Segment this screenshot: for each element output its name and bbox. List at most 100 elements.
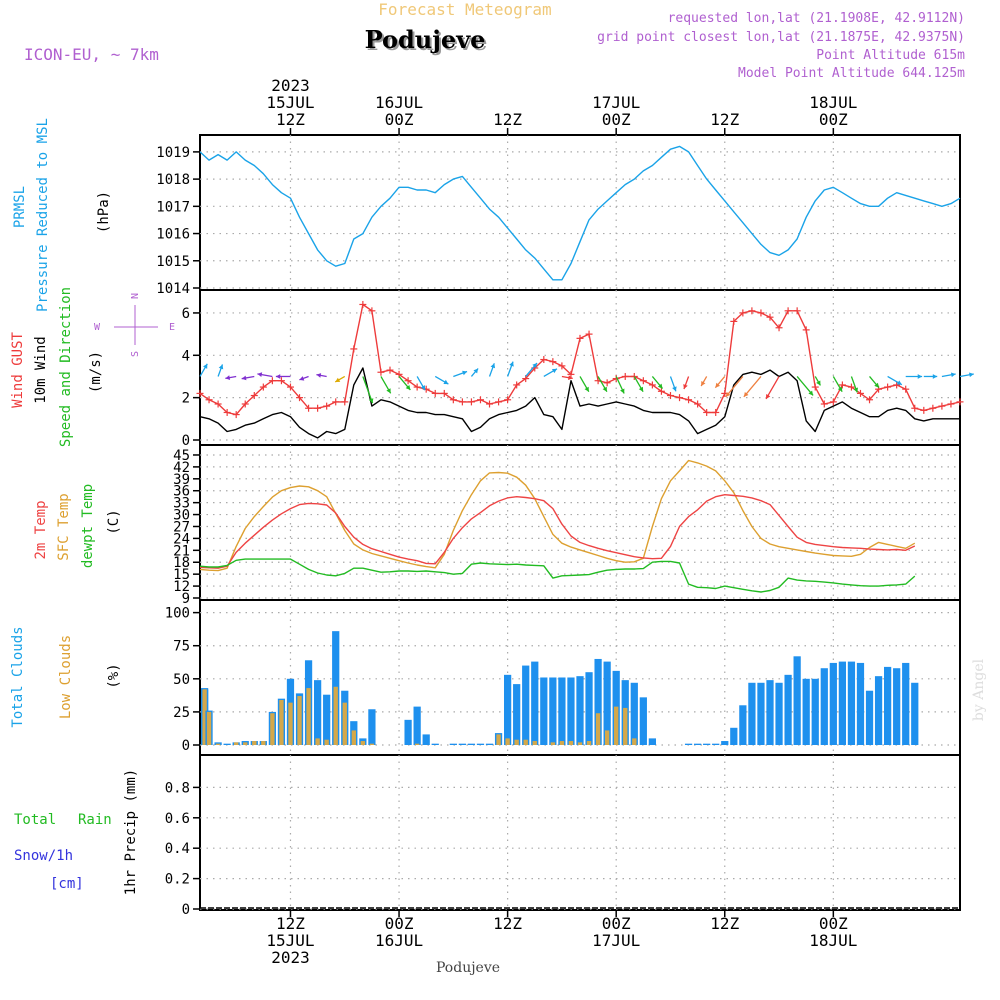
total-cloud-bar-62 <box>748 682 756 745</box>
wind-arrow-26 <box>669 376 677 392</box>
gust-marker-26 <box>431 389 439 397</box>
gust-marker-17 <box>350 345 358 353</box>
clouds-ytick-label-3: 75 <box>173 639 190 655</box>
total-cloud-bar-15 <box>323 694 331 745</box>
wind-arrow-head-5 <box>275 374 281 379</box>
wind-arrow-head-8 <box>335 377 341 382</box>
gust-marker-63 <box>766 313 774 321</box>
pressure-reduced-label: Pressure Reduced to MSL <box>35 118 51 312</box>
gust-marker-42 <box>576 334 584 342</box>
gust-marker-7 <box>259 383 267 391</box>
wind-arrow-9 <box>362 376 374 404</box>
total-cloud-bar-38 <box>531 661 539 745</box>
total-cloud-bar-41 <box>558 677 566 745</box>
low-cloud-bar-7 <box>252 741 257 745</box>
top-xtick-label-0-2: 12Z <box>276 110 305 129</box>
top-xtick-label-0-0: 2023 <box>271 76 310 95</box>
low-cloud-bar-16 <box>333 686 338 745</box>
total-cloud-bar-14 <box>314 680 322 745</box>
compass-east: E <box>169 322 175 333</box>
top-xtick-label-1-1: 00Z <box>385 110 414 129</box>
gust-marker-16 <box>341 398 349 406</box>
total-cloud-bar-45 <box>594 658 602 745</box>
gust-marker-53 <box>676 394 684 402</box>
total-cloud-bar-37 <box>522 665 530 745</box>
temp-ytick-label-5: 24 <box>173 531 190 547</box>
wind-arrow-head-21 <box>584 386 589 392</box>
total-cloud-bar-77 <box>884 666 892 745</box>
low-cloud-bar-42 <box>568 741 574 745</box>
prmsl-label: PRMSL <box>12 186 28 228</box>
wind-arrow-head-14 <box>462 370 468 376</box>
compass-west: W <box>94 322 101 333</box>
gust-marker-2 <box>214 400 222 408</box>
gust-marker-82 <box>938 402 946 410</box>
wind-arrow-head-20 <box>568 375 573 380</box>
wind-arrow-13 <box>434 375 449 385</box>
gust-marker-47 <box>621 372 629 380</box>
low-cloud-bar-44 <box>586 741 592 745</box>
gust-marker-35 <box>513 381 521 389</box>
gust-marker-56 <box>703 408 711 416</box>
precip-ytick-label-1: 0.2 <box>165 872 190 888</box>
wind-arrow-6 <box>299 375 309 381</box>
total-cloud-bar-67 <box>793 656 801 745</box>
total-cloud-bar-31 <box>467 743 476 745</box>
total-cloud-bar-80 <box>911 682 919 745</box>
gust-marker-15 <box>332 398 340 406</box>
wind-arrow-18 <box>525 362 538 377</box>
bottom-xtick-label-3-0: 00Z <box>602 914 631 933</box>
gust-marker-24 <box>413 383 421 391</box>
total-cloud-bar-25 <box>413 706 421 745</box>
temp-ytick-label-12: 45 <box>173 448 190 464</box>
total-cloud-bar-20 <box>368 709 376 745</box>
gust-marker-1 <box>205 396 213 404</box>
requested-point: requested lon,lat (21.1908E, 42.9112N) <box>668 11 965 26</box>
wind-ytick-label-1: 2 <box>182 391 190 407</box>
wind-arrow-head-26 <box>672 386 677 392</box>
precip-ytick-label-0: 0 <box>182 902 190 918</box>
wind-arrow-16 <box>488 363 496 377</box>
wind-arrow-shaft-30 <box>725 376 744 398</box>
temp-ytick-label-6: 27 <box>173 519 190 535</box>
gust-marker-12 <box>305 404 313 412</box>
bottom-xtick-label-5-1: 18JUL <box>809 931 857 950</box>
gust-marker-8 <box>268 377 276 385</box>
compass-south: S <box>130 351 141 357</box>
wind-arrow-head-13 <box>443 379 449 385</box>
gust-marker-57 <box>712 408 720 416</box>
temp-ytick-label-2: 15 <box>173 567 190 583</box>
wind-arrow-head-28 <box>701 380 706 386</box>
station-title-main: Podujeve <box>365 25 486 54</box>
wind-arrow-head-17 <box>509 361 514 367</box>
gust-marker-39 <box>549 358 557 366</box>
wind-arrow-1 <box>217 364 224 377</box>
gust-marker-13 <box>314 404 322 412</box>
wind-arrow-head-4 <box>257 372 263 377</box>
gust-marker-33 <box>495 398 503 406</box>
wind-arrow-28 <box>700 376 708 387</box>
gust-marker-52 <box>666 392 674 400</box>
total-cloud-bar-68 <box>802 678 810 745</box>
total-cloud-bar-29 <box>449 743 457 745</box>
low-cloud-bar-45 <box>595 713 601 745</box>
wind-arrow-head-41 <box>950 372 956 378</box>
temp-ytick-label-1: 12 <box>173 579 190 595</box>
clouds-ytick-label-1: 25 <box>173 705 190 721</box>
total-cloud-bar-63 <box>757 682 765 745</box>
low-cloud-bar-40 <box>550 742 556 745</box>
low-cloud-bar-37 <box>523 739 528 745</box>
precip-panel <box>199 754 961 911</box>
wind-arrow-head-11 <box>405 385 411 390</box>
gust-marker-23 <box>404 377 412 385</box>
wind-arrow-34 <box>814 376 822 386</box>
gust-marker-72 <box>847 383 855 391</box>
gust-marker-51 <box>657 387 665 395</box>
pressure-ytick-label-2: 1016 <box>156 227 190 243</box>
gust-marker-0 <box>196 389 204 397</box>
total-cloud-bar-75 <box>865 690 874 745</box>
gust-marker-45 <box>603 379 611 387</box>
total-cloud-bar-58 <box>712 743 720 745</box>
gust-marker-80 <box>920 406 928 414</box>
